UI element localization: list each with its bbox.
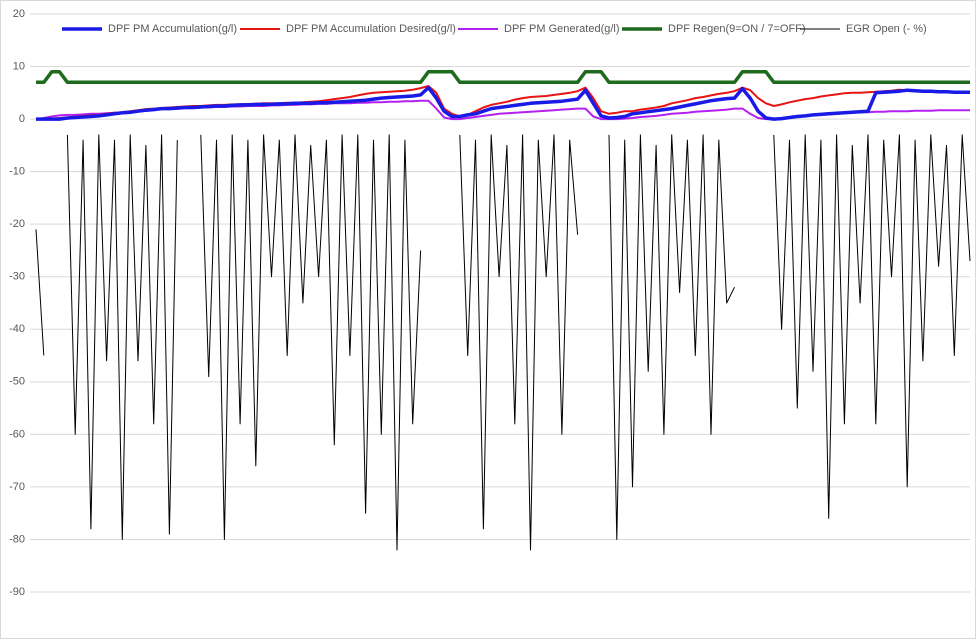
y-tick-label: -60	[9, 428, 25, 440]
series-line	[200, 134, 422, 551]
series-line	[66, 134, 178, 540]
series-line	[36, 70, 970, 85]
y-tick-label: -40	[9, 323, 25, 335]
y-tick-label: -10	[9, 166, 25, 178]
y-tick-label: -90	[9, 586, 25, 598]
legend-label: DPF PM Generated(g/l)	[504, 23, 620, 35]
legend-label: EGR Open (- %)	[846, 23, 927, 35]
series-line	[608, 134, 735, 540]
y-tick-label: -30	[9, 271, 25, 283]
series-line	[459, 134, 579, 551]
series-line	[36, 85, 970, 121]
series-line	[773, 134, 971, 519]
y-tick-label: -50	[9, 376, 25, 388]
legend-label: DPF Regen(9=ON / 7=OFF)	[668, 23, 806, 35]
series-line	[35, 229, 45, 356]
y-tick-label: -70	[9, 481, 25, 493]
legend-label: DPF PM Accumulation(g/l)	[108, 23, 237, 35]
y-tick-label: 20	[13, 8, 25, 20]
y-tick-label: 0	[19, 113, 25, 125]
y-tick-label: -80	[9, 533, 25, 545]
y-tick-label: -20	[9, 218, 25, 230]
y-tick-label: 10	[13, 60, 25, 72]
legend-label: DPF PM Accumulation Desired(g/l)	[286, 23, 456, 35]
